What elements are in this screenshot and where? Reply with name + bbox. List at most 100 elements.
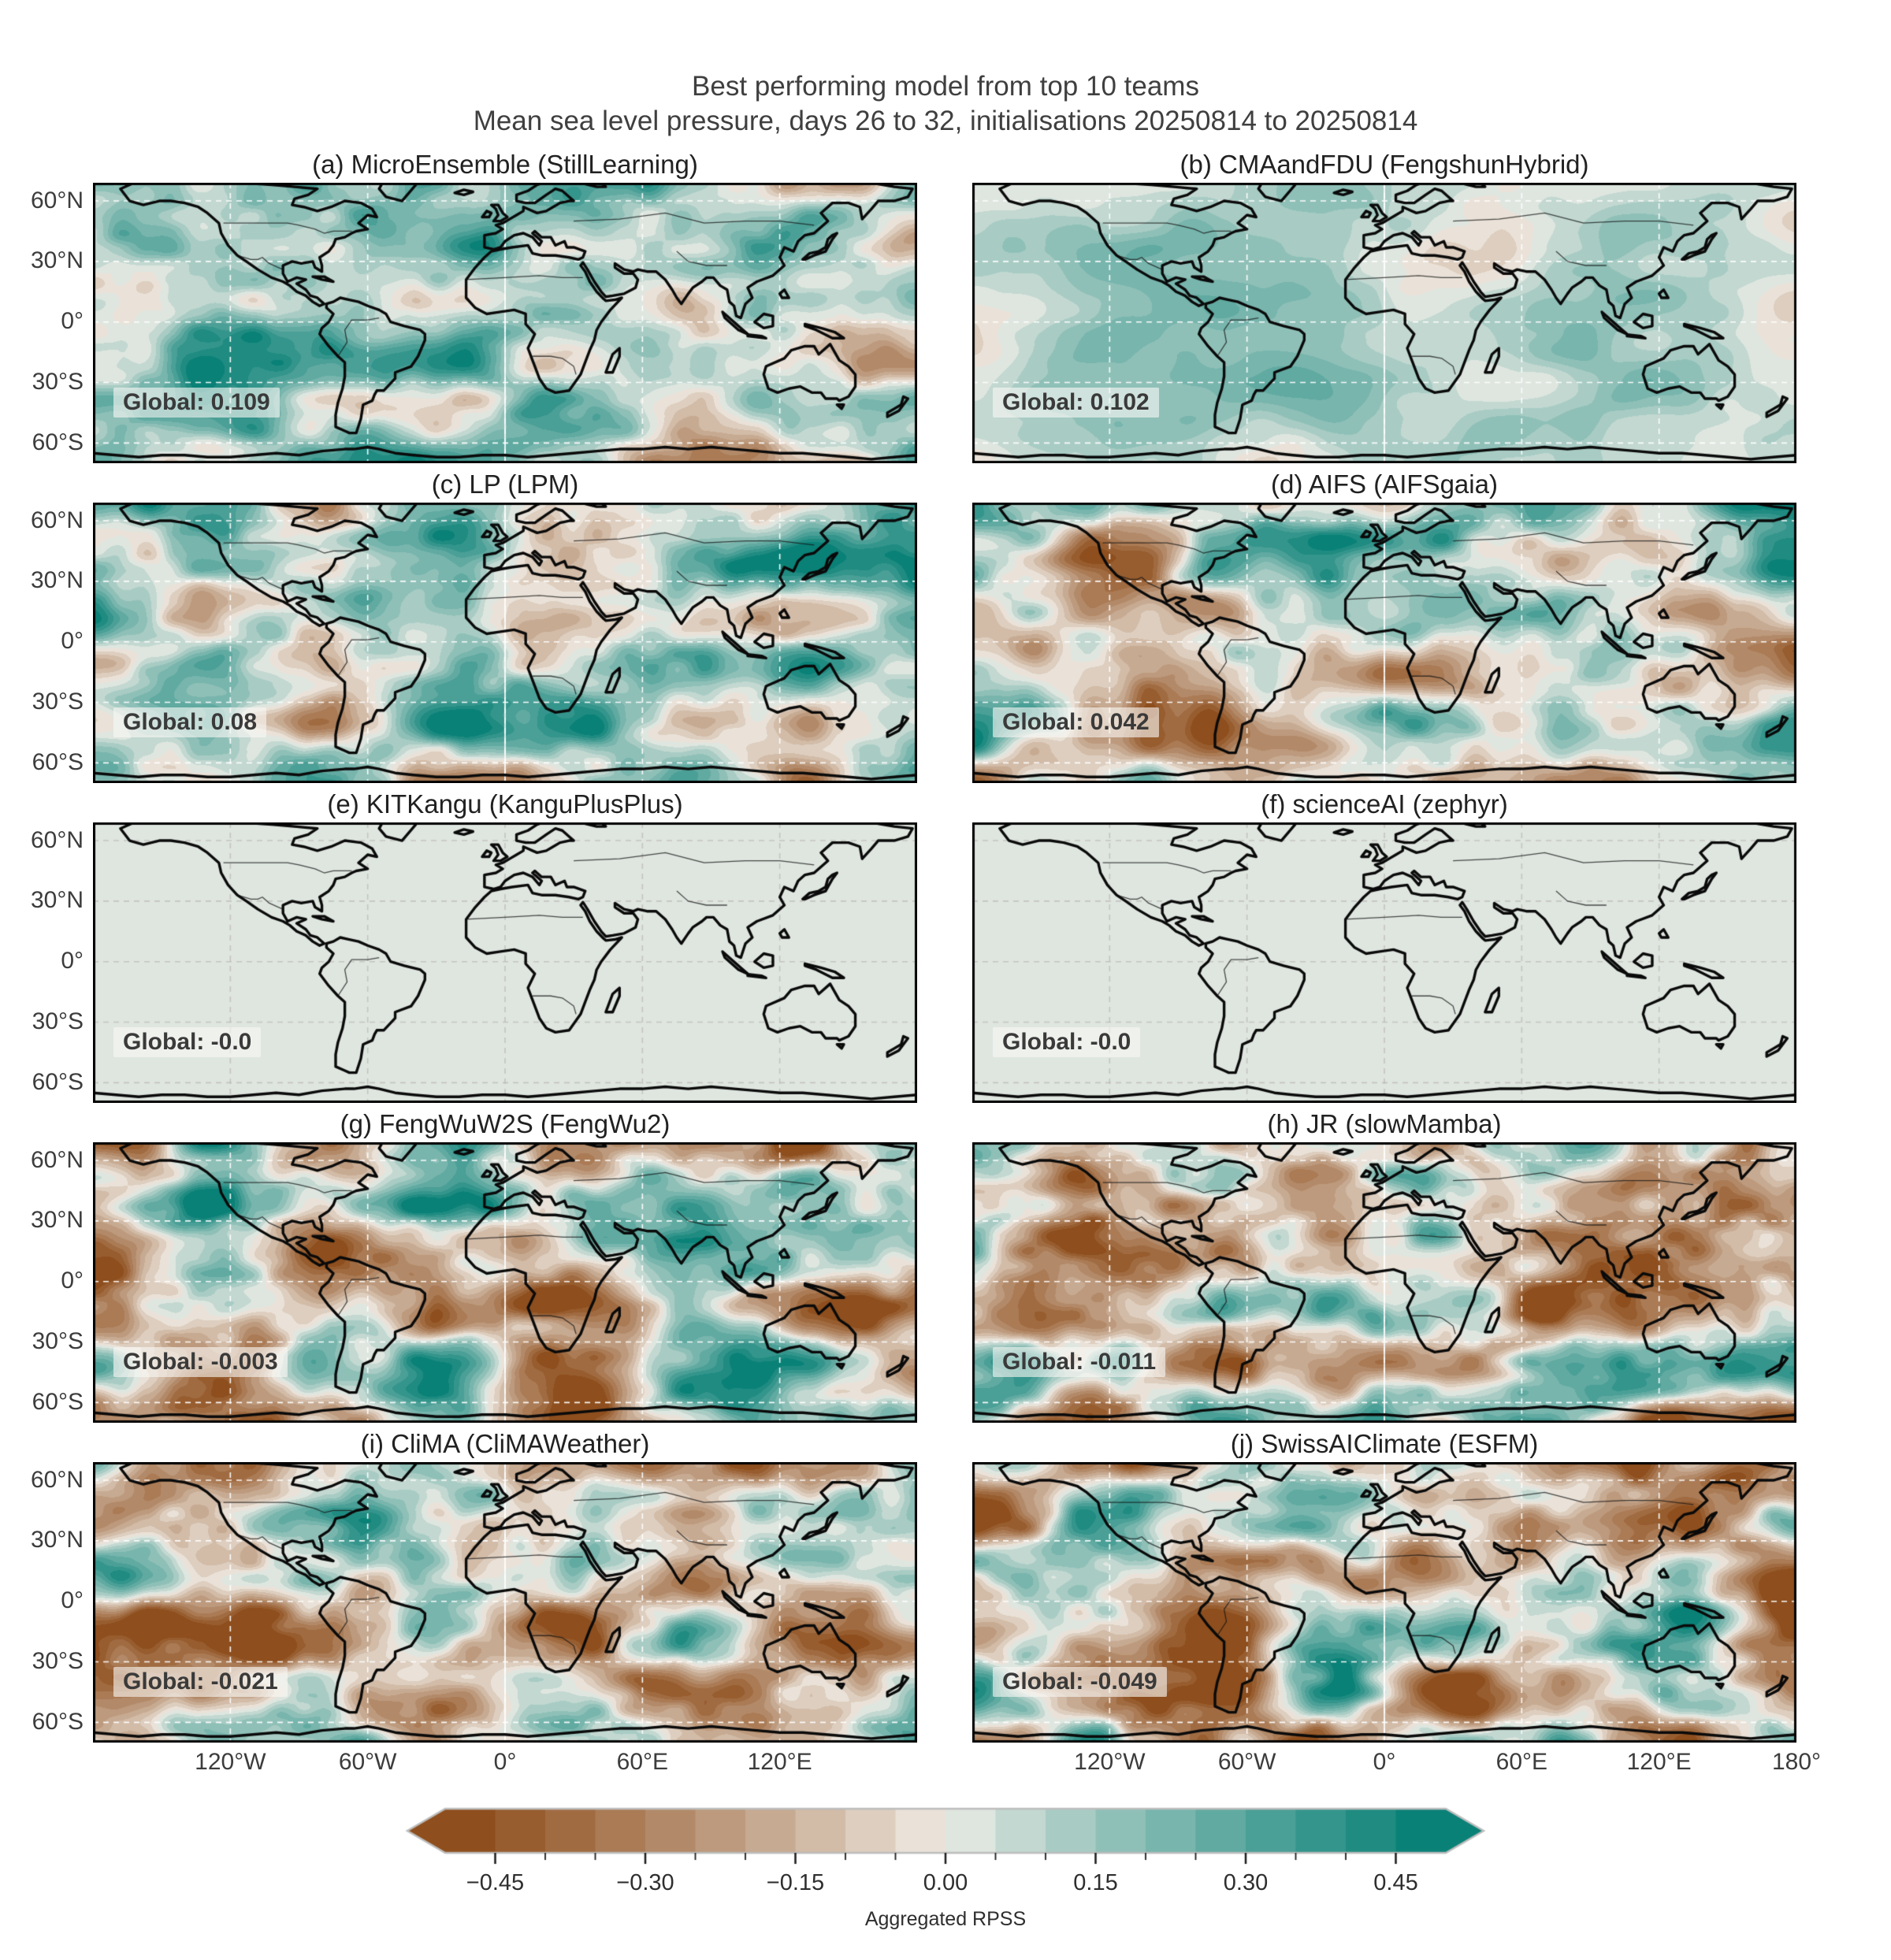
map-panel-j: (j) SwissAIClimate (ESFM) Global: -0.049 1… [972,1423,1821,1780]
lat-tick-label: 60°S [32,748,84,775]
lon-tick-label: 0° [1373,1748,1396,1775]
lat-tick-label: 60°S [32,1708,84,1735]
lon-tick-label: 120°E [747,1748,812,1775]
map-panel-f: (f) scienceAI (zephyr) Global: -0.0 [972,783,1796,1103]
global-score-label: Global: 0.08 [113,707,267,737]
colorbar-tick-label: 0.30 [1223,1869,1269,1895]
map-panel-d: (d) AIFS (AIFSgaia) Global: 0.042 [972,463,1796,783]
lat-tick-label: 60°N [30,1466,84,1493]
lat-tick-label: 30°S [32,369,84,395]
lat-tick-label: 30°S [32,1648,84,1675]
lat-tick-label: 0° [61,1268,84,1294]
map-row-1: (a) MicroEnsemble (StillLearning) Global:… [31,143,1796,463]
map-area: Global: 0.102 [972,182,1796,463]
lat-tick-label: 30°N [30,567,84,594]
panel-title: (f) scienceAI (zephyr) [1261,789,1508,819]
lat-tick-label: 0° [61,948,84,974]
colorbar-tick-label: 0.45 [1373,1869,1418,1895]
panel-title: (h) JR (slowMamba) [1267,1108,1502,1138]
lat-tick-label: 60°S [32,1388,84,1415]
lat-tick-label: 60°N [30,187,84,213]
lon-tick-label: 120°W [195,1748,266,1775]
lat-tick-label: 0° [61,308,84,335]
lon-tick-label: 60°W [338,1748,397,1775]
map-row-2: (c) LP (LPM) Global: 0.08 60°N 30°N 0° 30°S 60… [31,463,1796,783]
map-panel-g: (g) FengWuW2S (FengWu2) Global: -0.003 60°… [31,1103,917,1423]
map-panel-i: (i) CliMA (CliMAWeather) Global: -0.021 60… [31,1423,917,1780]
figure-title: Best performing model from top 10 teams [692,71,1199,102]
panel-title: (d) AIFS (AIFSgaia) [1271,469,1498,499]
map-canvas [972,1461,1796,1743]
map-canvas [93,1141,917,1423]
map-canvas [972,1141,1796,1423]
lat-tick-label: 30°N [30,1207,84,1234]
global-score-label: Global: -0.003 [113,1346,288,1377]
lon-tick-label: 120°W [1074,1748,1146,1775]
lat-tick-label: 30°S [32,1328,84,1355]
global-score-label: Global: 0.042 [993,707,1159,737]
colorbar-tick-label: 0.15 [1073,1869,1118,1895]
lat-tick-label: 60°N [30,507,84,533]
global-score-label: Global: -0.021 [113,1666,288,1697]
lat-tick-label: 0° [61,628,84,655]
map-canvas [93,1461,917,1743]
global-score-label: Global: -0.011 [993,1346,1166,1377]
lat-tick-label: 30°N [30,1527,84,1554]
lat-tick-label: 30°S [32,689,84,715]
map-canvas [972,182,1796,463]
colorbar-tick-label: −0.15 [766,1869,825,1895]
map-area: Global: -0.011 [972,1141,1796,1423]
lon-tick-label: 120°E [1626,1748,1692,1775]
map-grid: (a) MicroEnsemble (StillLearning) Global:… [31,143,1821,1780]
panel-title: (c) LP (LPM) [431,469,579,499]
colorbar-title: Aggregated RPSS [864,1907,1027,1930]
lat-tick-label: 30°S [32,1008,84,1035]
map-area: Global: -0.0 60°N 30°N 0° 30°S 60°S [31,822,917,1103]
lat-tick-label: 60°S [32,429,84,455]
panel-title: (e) KITKangu (KanguPlusPlus) [327,789,683,819]
map-row-5: (i) CliMA (CliMAWeather) Global: -0.021 60… [31,1423,1821,1780]
lon-tick-label: 180° [1771,1748,1822,1775]
map-area: Global: -0.0 [972,822,1796,1103]
map-area: Global: -0.003 60°N 30°N 0° 30°S 60°S [31,1141,917,1423]
map-area: Global: 0.042 [972,502,1796,783]
lon-tick-label: 60°E [1495,1748,1548,1775]
map-panel-a: (a) MicroEnsemble (StillLearning) Global:… [31,143,917,463]
map-area: Global: -0.021 60°N 30°N 0° 30°S 60°S [31,1461,917,1743]
figure-subtitle: Mean sea level pressure, days 26 to 32, … [473,105,1418,136]
colorbar-gradient [402,1803,1489,1867]
panel-title: (i) CliMA (CliMAWeather) [360,1428,650,1458]
colorbar-tick-label: −0.30 [616,1869,674,1895]
map-canvas [93,502,917,783]
lat-tick-label: 0° [61,1587,84,1614]
lon-tick-label: 60°W [1217,1748,1276,1775]
map-canvas [972,822,1796,1103]
lat-tick-label: 30°N [30,887,84,914]
lon-axis: 120°W 60°W 0° 60°E 120°E 180° [972,1743,1821,1780]
panel-title: (g) FengWuW2S (FengWu2) [340,1108,671,1138]
lat-tick-label: 60°S [32,1068,84,1095]
colorbar-tick-label: −0.45 [466,1869,525,1895]
panel-title: (b) CMAandFDU (FengshunHybrid) [1180,149,1589,179]
panel-title: (a) MicroEnsemble (StillLearning) [312,149,698,179]
map-panel-b: (b) CMAandFDU (FengshunHybrid) Global: 0.… [972,143,1796,463]
panel-title: (j) SwissAIClimate (ESFM) [1230,1428,1539,1458]
map-canvas [972,502,1796,783]
lat-tick-label: 60°N [30,826,84,853]
global-score-label: Global: -0.0 [993,1026,1141,1057]
map-panel-e: (e) KITKangu (KanguPlusPlus) Global: -0.0… [31,783,917,1103]
lat-tick-label: 30°N [30,247,84,274]
lon-axis: 120°W 60°W 0° 60°E 120°E [93,1743,917,1780]
map-area: Global: 0.109 60°N 30°N 0° 30°S 60°S [31,182,917,463]
map-row-4: (g) FengWuW2S (FengWu2) Global: -0.003 60°… [31,1103,1796,1423]
map-panel-c: (c) LP (LPM) Global: 0.08 60°N 30°N 0° 30°S 60… [31,463,917,783]
map-canvas [93,822,917,1103]
global-score-label: Global: -0.0 [113,1026,262,1057]
map-canvas [93,182,917,463]
map-panel-h: (h) JR (slowMamba) Global: -0.011 [972,1103,1796,1423]
colorbar: −0.45 −0.30 −0.15 0.00 0.15 0.30 0.45 Aggregat… [402,1803,1489,1930]
map-row-3: (e) KITKangu (KanguPlusPlus) Global: -0.0… [31,783,1796,1103]
map-area: Global: -0.049 [972,1461,1796,1743]
colorbar-tick-label: 0.00 [923,1869,968,1895]
global-score-label: Global: 0.109 [113,387,280,418]
